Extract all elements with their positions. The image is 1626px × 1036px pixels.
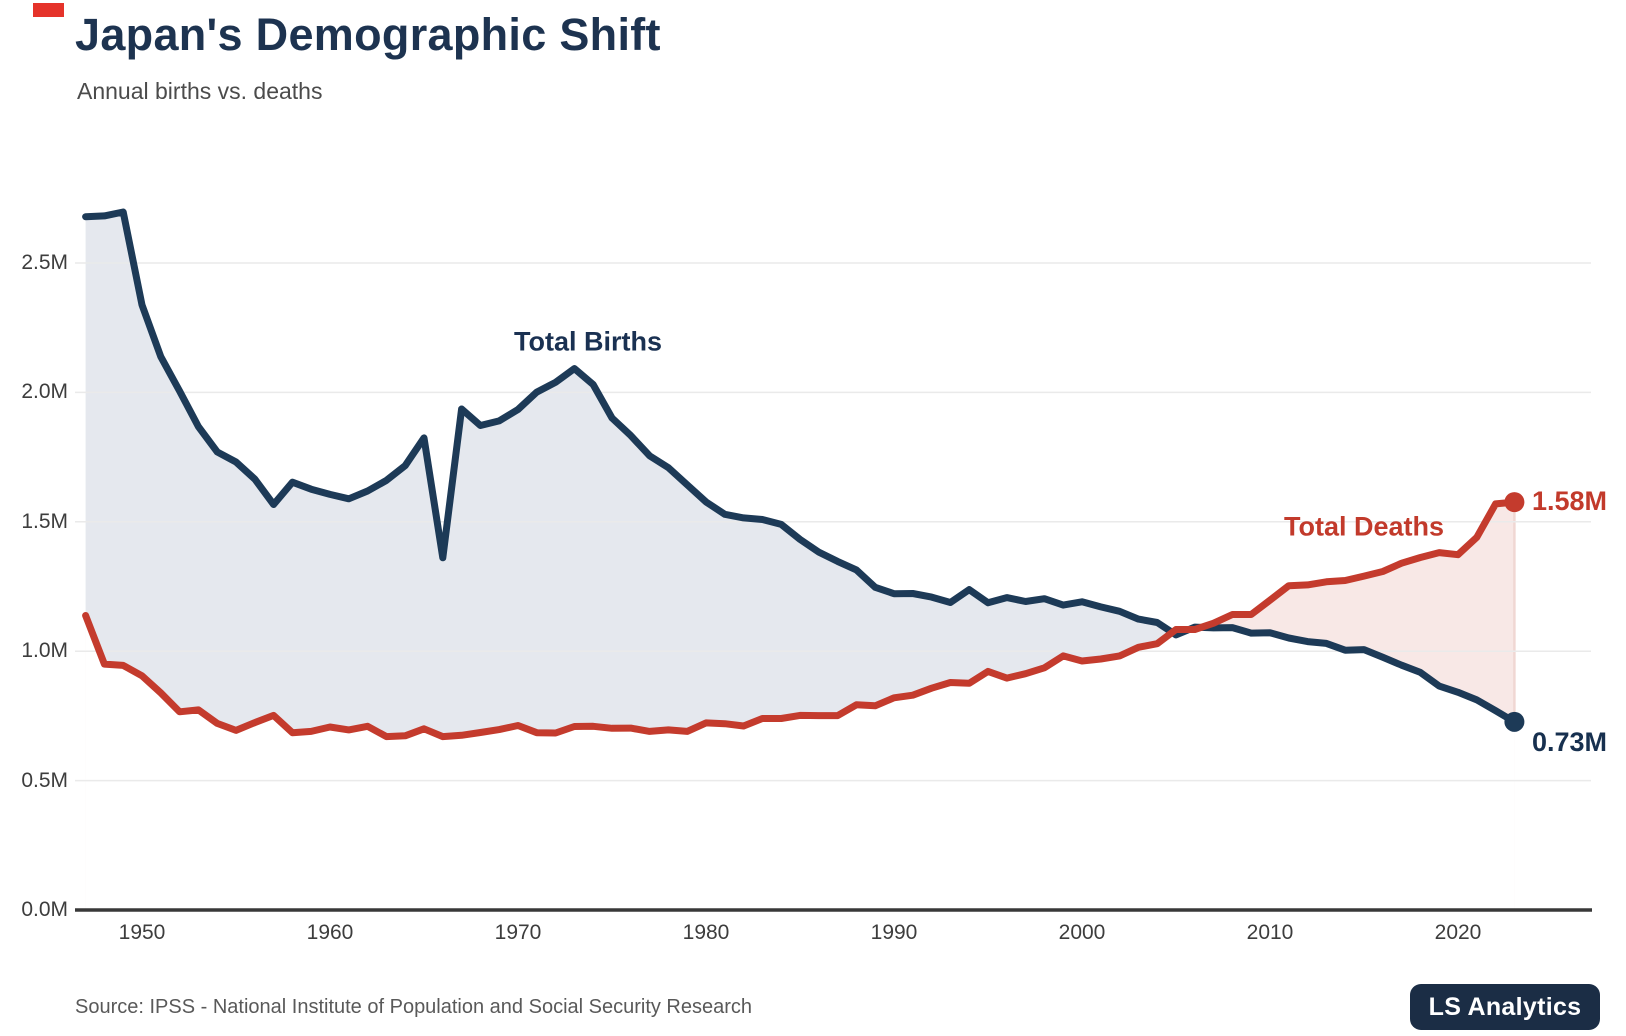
x-axis-tick-label: 1950	[118, 921, 166, 944]
y-axis-tick-label: 0.0M	[21, 898, 68, 921]
series-label-total-births: Total Births	[514, 326, 662, 357]
page-title: Japan's Demographic Shift	[75, 9, 661, 60]
red-accent-mark	[33, 3, 64, 17]
x-axis-tick-label: 1960	[306, 921, 354, 944]
x-axis-tick-label: 2010	[1246, 921, 1294, 944]
y-axis-tick-label: 0.5M	[21, 768, 68, 792]
x-axis-tick-label: 2000	[1058, 921, 1106, 944]
x-axis-tick-label: 1970	[494, 921, 542, 944]
source-note: Source: IPSS - National Institute of Pop…	[75, 996, 753, 1018]
area-mask	[85, 615, 1515, 910]
page-subtitle: Annual births vs. deaths	[77, 78, 323, 104]
deaths-end-value-label: 1.58M	[1532, 486, 1608, 516]
series-label-total-deaths: Total Deaths	[1283, 511, 1445, 542]
y-axis-tick-label: 2.0M	[21, 380, 68, 404]
x-axis-tick-label: 2020	[1434, 921, 1482, 944]
births-end-value-label: 0.73M	[1532, 727, 1608, 757]
y-axis-tick-label: 1.5M	[21, 509, 68, 533]
deaths-line	[82, 498, 1518, 741]
brand-badge-label: LS Analytics	[1428, 992, 1582, 1021]
deaths-end-dot	[1504, 492, 1525, 513]
y-axis-tick-label: 1.0M	[21, 639, 68, 663]
births-line	[82, 208, 1518, 726]
y-axis-tick-label: 2.5M	[21, 251, 68, 274]
x-axis-tick-label: 1980	[682, 921, 730, 944]
births-end-dot	[1504, 711, 1525, 732]
x-axis-tick-label: 1990	[870, 921, 918, 944]
brand-badge: LS Analytics	[1410, 984, 1600, 1030]
